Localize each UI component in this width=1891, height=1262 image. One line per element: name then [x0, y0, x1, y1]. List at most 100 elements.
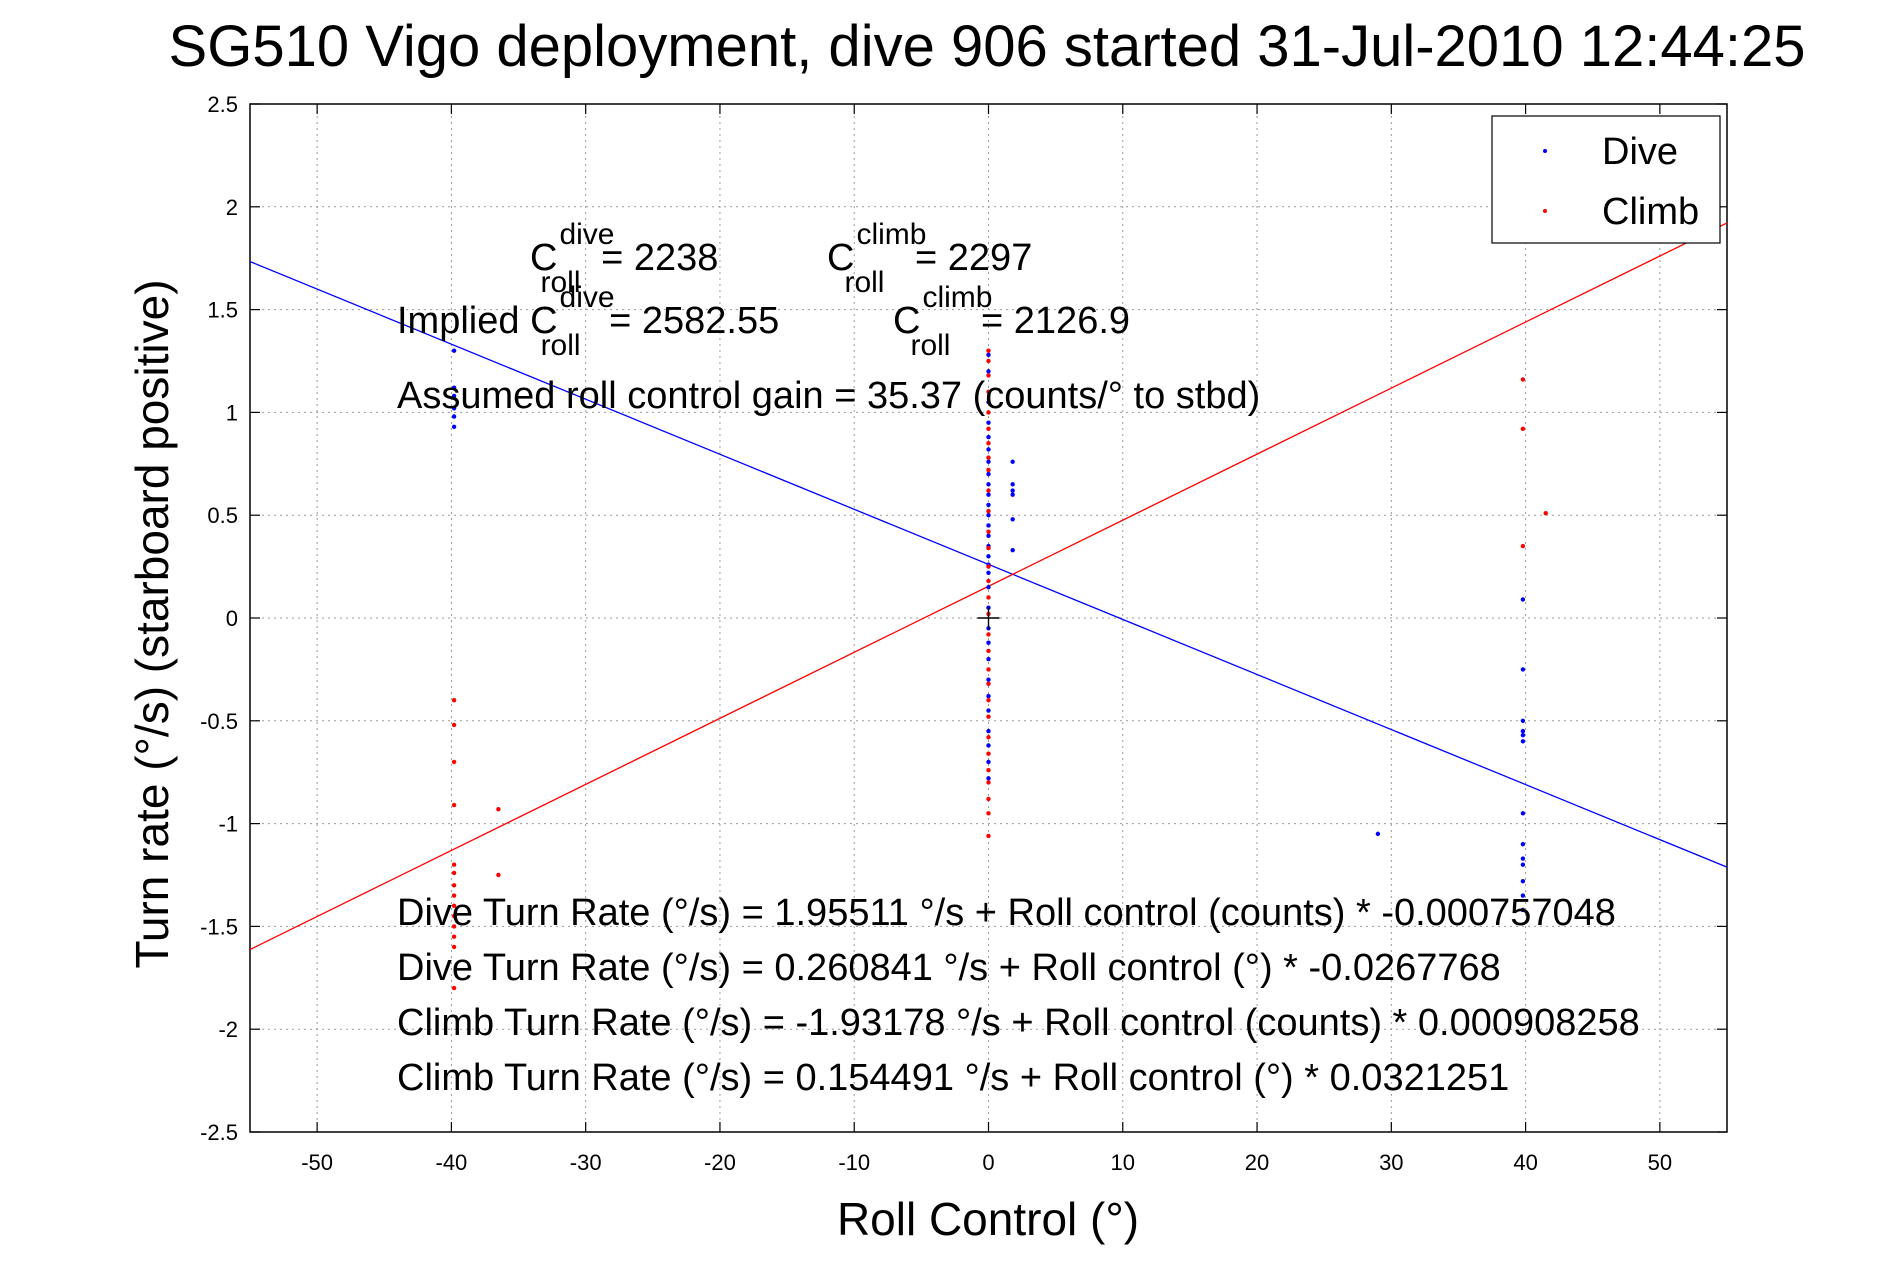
x-tick-label: 30 [1379, 1150, 1403, 1175]
point-climb [1543, 510, 1548, 516]
c-dive-value: = 2238 [591, 237, 719, 279]
point-climb [986, 767, 991, 773]
point-dive [1010, 547, 1015, 553]
data-points [451, 348, 1548, 991]
point-dive [1010, 492, 1015, 497]
point-climb [986, 564, 991, 569]
point-dive [1375, 831, 1381, 837]
point-dive [986, 640, 991, 645]
x-tick-label: 50 [1648, 1150, 1672, 1175]
point-climb [986, 780, 991, 785]
implied-climb-base: C [893, 300, 920, 342]
point-climb [986, 751, 991, 756]
point-dive [986, 482, 991, 487]
c-climb-value: = 2297 [904, 237, 1032, 279]
legend-climb-label: Climb [1602, 191, 1699, 233]
point-climb [451, 698, 457, 703]
point-dive [1010, 517, 1015, 522]
x-tick-label: -50 [301, 1150, 333, 1175]
annotation-c-dive: Cdive roll = 2238 [530, 218, 718, 299]
c-dive-sub: roll [541, 266, 581, 299]
point-climb [986, 632, 991, 637]
point-dive [986, 584, 991, 590]
point-climb [986, 714, 991, 719]
point-climb [986, 426, 991, 432]
c-climb-sub: roll [844, 266, 884, 299]
point-dive [986, 776, 991, 781]
point-dive [1520, 878, 1526, 884]
point-climb [986, 796, 991, 802]
point-dive [986, 554, 991, 559]
point-climb [451, 903, 457, 909]
point-dive [1010, 459, 1015, 464]
x-tick-labels: -50 -40 -30 -20 -10 0 10 20 30 40 50 [301, 1150, 1672, 1175]
point-climb [451, 934, 457, 939]
point-climb [986, 488, 991, 493]
point-climb [986, 529, 991, 534]
point-dive [1520, 732, 1526, 738]
point-dive [1520, 597, 1526, 602]
point-dive [1520, 841, 1526, 847]
c-climb-sup: climb [856, 218, 926, 251]
y-tick-label: 2 [226, 195, 238, 220]
point-dive [986, 459, 991, 464]
point-climb [451, 944, 457, 950]
point-climb [986, 508, 991, 514]
point-dive [986, 759, 991, 765]
point-dive [1010, 488, 1015, 493]
annotation-eq4: Climb Turn Rate (°/s) = 0.154491 °/s + R… [397, 1057, 1509, 1099]
annotation-c-climb: Cclimb roll = 2297 [827, 218, 1032, 299]
point-dive [1520, 739, 1526, 744]
origin-marker [977, 607, 1000, 629]
x-tick-label: 20 [1245, 1150, 1269, 1175]
implied-dive-sup: dive [560, 281, 615, 314]
point-dive [986, 399, 991, 405]
implied-prefix: Implied [397, 300, 530, 342]
point-dive [1520, 907, 1526, 913]
implied-climb-sup: climb [922, 281, 992, 314]
x-tick-label: -40 [436, 1150, 468, 1175]
point-climb [986, 410, 991, 415]
point-climb [986, 467, 991, 473]
point-climb [451, 759, 457, 765]
point-dive [1520, 667, 1526, 672]
x-tick-label: -10 [838, 1150, 870, 1175]
axis-ticks [250, 103, 1727, 1133]
point-climb [496, 872, 501, 878]
point-dive [1520, 811, 1526, 816]
point-dive [986, 502, 991, 508]
point-dive [451, 406, 457, 411]
point-dive [451, 393, 457, 399]
point-dive [986, 743, 991, 748]
point-climb [986, 455, 991, 460]
plot-area: -50 -40 -30 -20 -10 0 10 20 30 40 50 -2.5-2-1.5-1-… [200, 92, 1728, 1175]
y-tick-label: -1 [218, 812, 238, 837]
y-tick-label: 1 [226, 400, 238, 425]
point-climb [451, 913, 457, 919]
point-climb [986, 833, 991, 839]
point-climb [451, 722, 457, 728]
point-climb [451, 802, 457, 808]
annotations: Cdive roll = 2238 Cclimb roll = 2297 Impli… [397, 218, 1640, 1099]
implied-dive-sub: roll [541, 329, 581, 362]
annotation-eq2: Dive Turn Rate (°/s) = 0.260841 °/s + Ro… [397, 947, 1501, 989]
implied-climb-sub: roll [910, 329, 950, 362]
point-dive [451, 348, 457, 353]
y-tick-label: 0 [226, 606, 238, 631]
point-dive [1520, 728, 1526, 734]
x-tick-label: -20 [704, 1150, 736, 1175]
c-climb-base: C [827, 237, 854, 279]
point-climb [986, 441, 991, 446]
y-tick-label: -2.5 [200, 1120, 238, 1145]
point-climb [986, 811, 991, 816]
point-dive [1520, 856, 1526, 861]
legend-box [1491, 115, 1721, 244]
point-climb [986, 698, 991, 703]
y-tick-label: 2.5 [207, 92, 238, 117]
point-climb [451, 870, 457, 876]
c-dive-sup: dive [559, 218, 614, 251]
y-tick-labels: -2.5 -2 -1.5 -1 -0.5 0 0.5 1 1.5 2 2.5 [200, 92, 238, 1145]
legend-dive-label: Dive [1602, 131, 1678, 173]
point-dive [986, 656, 991, 662]
